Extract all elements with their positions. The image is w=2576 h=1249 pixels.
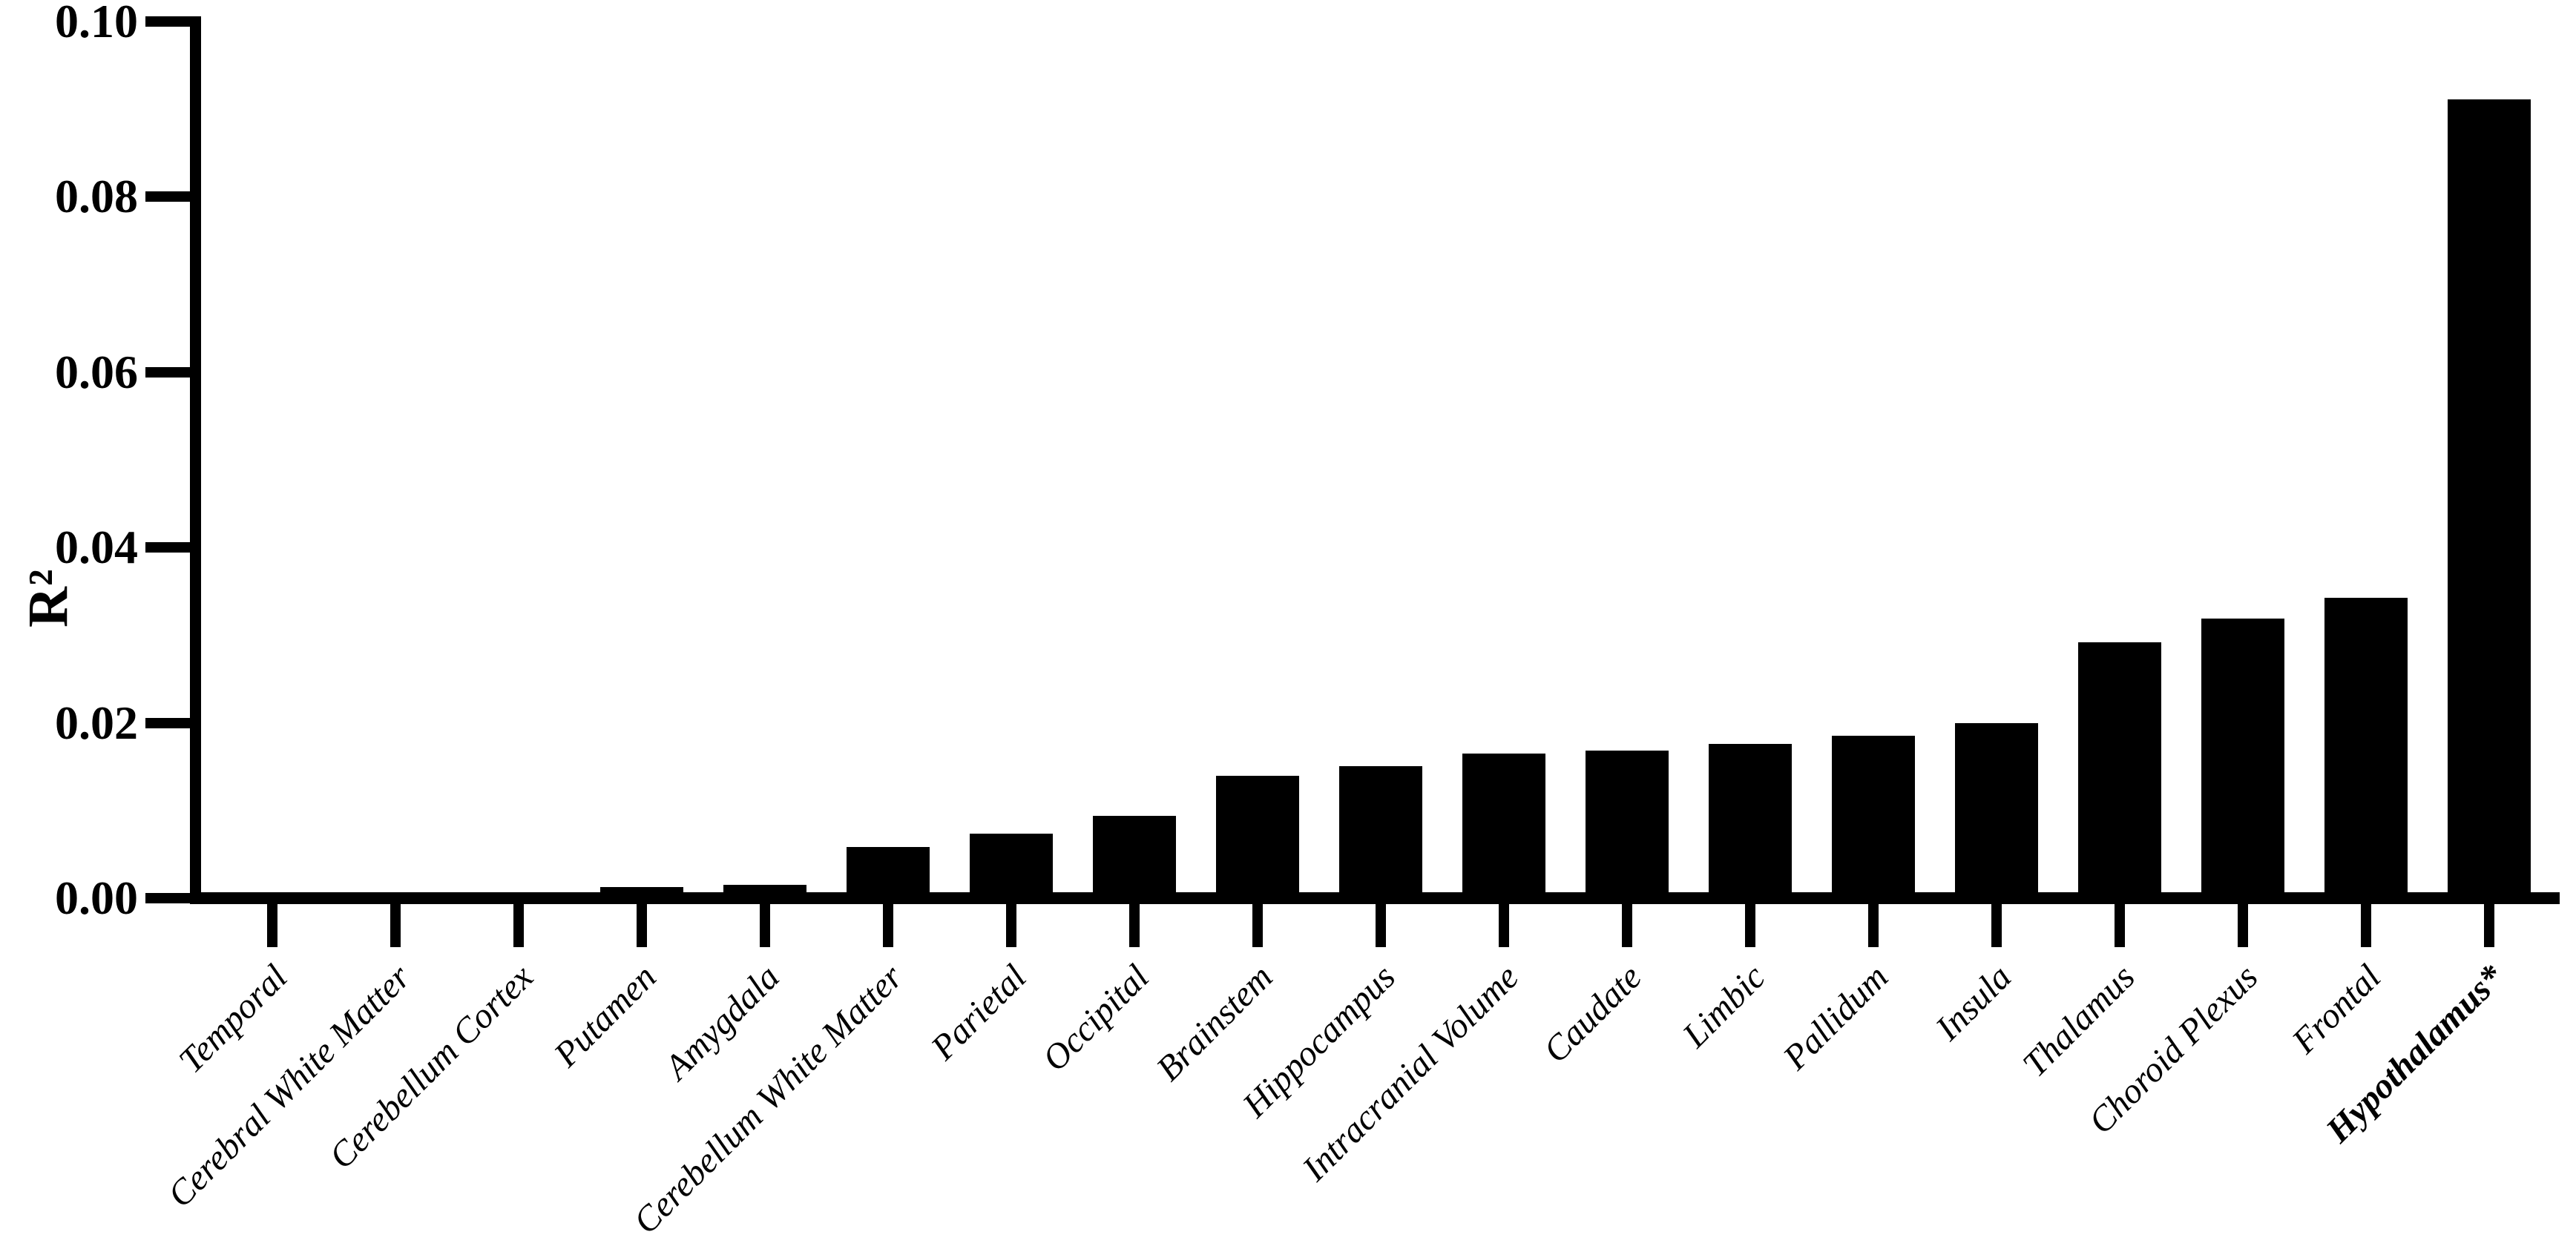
x-tick-mark: [1376, 904, 1386, 947]
y-tick-label: 0.04: [55, 521, 138, 574]
x-tick-mark: [2361, 904, 2371, 947]
bar: [1216, 776, 1299, 898]
x-category-label: Insula: [1928, 957, 2020, 1049]
bar: [2201, 619, 2284, 898]
bar: [723, 885, 806, 898]
y-tick-mark: [145, 191, 190, 202]
x-tick-mark: [267, 904, 277, 947]
bar: [354, 897, 437, 898]
y-tick-label: 0.08: [55, 170, 138, 223]
x-tick-mark: [883, 904, 893, 947]
bar: [1093, 816, 1176, 898]
y-tick-mark: [145, 542, 190, 553]
x-tick-mark: [1991, 904, 2002, 947]
x-tick-mark: [513, 904, 524, 947]
x-tick-mark: [390, 904, 401, 947]
x-category-label: Limbic: [1675, 957, 1773, 1055]
bar: [2078, 642, 2161, 898]
bar: [600, 887, 683, 898]
x-tick-mark: [1006, 904, 1016, 947]
x-tick-mark: [1745, 904, 1755, 947]
bar: [1462, 754, 1545, 898]
y-tick-mark: [145, 16, 190, 27]
y-tick-mark: [145, 366, 190, 378]
x-tick-mark: [1499, 904, 1509, 947]
x-tick-mark: [1252, 904, 1263, 947]
bar: [1586, 751, 1669, 898]
y-tick-label: 0.06: [55, 345, 138, 398]
bar: [847, 847, 930, 898]
y-tick-label: 0.02: [55, 696, 138, 749]
x-category-label: Thalamus: [2014, 957, 2143, 1085]
x-category-label: Amygdala: [657, 957, 788, 1087]
x-tick-mark: [1129, 904, 1140, 947]
x-category-label: Frontal: [2284, 957, 2389, 1061]
x-category-label: Occipital: [1035, 957, 1157, 1079]
bar: [1955, 723, 2038, 898]
y-axis-line: [190, 16, 201, 904]
x-category-label: Parietal: [923, 957, 1034, 1068]
bar: [231, 897, 314, 898]
bar: [2448, 99, 2531, 898]
x-tick-mark: [637, 904, 647, 947]
x-category-label: Caudate: [1536, 957, 1650, 1071]
y-axis-title: R²: [17, 568, 79, 627]
x-category-label: Intracranial Volume: [1295, 957, 1527, 1189]
y-tick-label: 0.10: [55, 0, 138, 47]
y-tick-label: 0.00: [55, 871, 138, 924]
x-tick-mark: [760, 904, 770, 947]
x-category-label: Putamen: [547, 957, 665, 1075]
x-tick-mark: [2115, 904, 2125, 947]
x-category-label: Temporal: [171, 957, 295, 1081]
x-category-label: Cerebellum Cortex: [321, 957, 542, 1177]
y-tick-mark: [145, 893, 190, 903]
x-category-label: Pallidum: [1775, 957, 1896, 1078]
bar: [1832, 736, 1915, 898]
x-tick-mark: [2484, 904, 2494, 947]
bar: [477, 895, 560, 898]
bar: [970, 834, 1053, 898]
bar: [1339, 766, 1422, 898]
y-tick-mark: [145, 717, 190, 728]
x-tick-mark: [1868, 904, 1879, 947]
x-tick-mark: [2238, 904, 2248, 947]
bar: [1709, 744, 1792, 898]
x-category-label: Cerebral White Matter: [160, 957, 418, 1215]
bar: [2324, 598, 2408, 898]
x-tick-mark: [1622, 904, 1632, 947]
